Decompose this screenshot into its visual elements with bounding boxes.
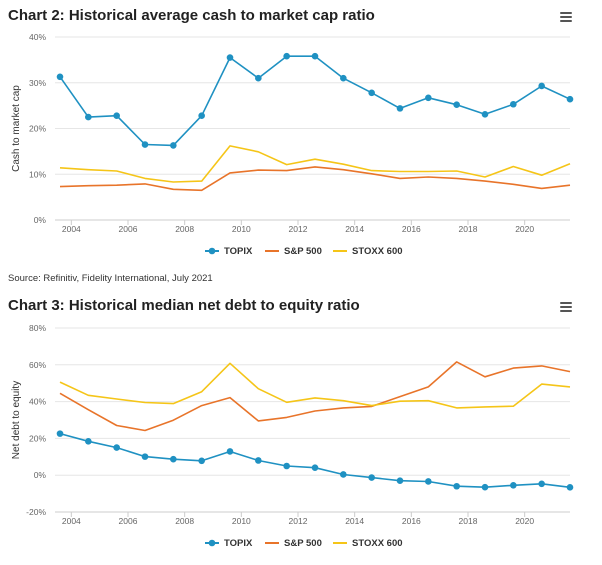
y-tick-label: 60% xyxy=(29,360,46,370)
y-axis-label: Cash to market cap xyxy=(11,85,22,172)
data-point xyxy=(510,482,517,489)
data-point xyxy=(255,74,262,82)
data-point xyxy=(566,95,574,103)
legend-marker xyxy=(208,539,216,547)
legend-marker xyxy=(208,247,216,255)
data-point xyxy=(566,484,574,491)
chart-2: Chart 2: Historical average cash to mark… xyxy=(0,0,602,268)
data-point xyxy=(141,141,149,148)
legend-label: TOPIX xyxy=(224,246,253,257)
data-point xyxy=(255,457,262,464)
x-tick-label: 2014 xyxy=(345,516,364,526)
x-tick-label: 2012 xyxy=(289,224,308,234)
y-tick-label: 10% xyxy=(29,169,46,179)
data-point xyxy=(425,94,432,102)
data-point xyxy=(538,480,545,488)
legend-label: S&P 500 xyxy=(284,246,322,257)
legend-label: TOPIX xyxy=(224,538,253,549)
x-tick-label: 2008 xyxy=(175,516,194,526)
chart-3: Chart 3: Historical median net debt to e… xyxy=(0,290,602,560)
data-point xyxy=(453,101,460,109)
x-tick-label: 2018 xyxy=(459,516,478,526)
chart-2-plot: 0% 10% 20% 30% 40% 2004 2006 2008 2010 2012 2014 20… xyxy=(11,32,574,257)
chart-3-plot: -20% 0% 20% 40% 60% 80% 2004 2006 2008 2010 2012 20… xyxy=(11,323,574,549)
data-point xyxy=(311,464,319,471)
series-line-s-p-500 xyxy=(59,166,571,192)
x-tick-label: 2012 xyxy=(289,516,308,526)
data-point xyxy=(170,142,177,149)
data-point xyxy=(283,52,290,60)
data-point xyxy=(85,438,92,445)
y-tick-label: 40% xyxy=(29,397,46,407)
data-point xyxy=(226,54,234,61)
x-tick-label: 2006 xyxy=(119,224,138,234)
series-line-stoxx-600 xyxy=(59,362,571,409)
series-line-stoxx-600 xyxy=(59,145,571,183)
data-point xyxy=(198,457,205,465)
legend-label: S&P 500 xyxy=(284,538,322,549)
y-tick-label: 0% xyxy=(34,215,47,225)
chart-title: Chart 3: Historical median net debt to e… xyxy=(8,297,360,314)
data-point xyxy=(368,474,375,481)
legend-item-s-p-500[interactable]: S&P 500 xyxy=(265,538,322,549)
series-line-topix xyxy=(59,55,571,147)
x-tick-label: 2020 xyxy=(515,224,534,234)
data-point xyxy=(340,471,347,478)
x-tick-label: 2004 xyxy=(62,224,81,234)
data-point xyxy=(481,483,489,491)
data-point xyxy=(283,462,290,470)
x-tick-label: 2020 xyxy=(515,516,534,526)
data-point xyxy=(170,455,177,463)
legend-item-stoxx-600[interactable]: STOXX 600 xyxy=(333,538,403,549)
data-point xyxy=(425,478,432,485)
x-tick-label: 2010 xyxy=(232,224,251,234)
x-tick-label: 2016 xyxy=(402,516,421,526)
y-tick-label: 0% xyxy=(34,470,47,480)
data-point xyxy=(340,74,347,82)
data-point xyxy=(226,448,234,455)
data-point xyxy=(56,430,64,437)
data-point xyxy=(510,100,517,108)
data-point xyxy=(85,113,92,121)
legend-item-topix[interactable]: TOPIX xyxy=(205,538,253,549)
data-point xyxy=(198,112,205,119)
x-tick-label: 2016 xyxy=(402,224,421,234)
y-tick-label: 40% xyxy=(29,32,46,42)
data-point xyxy=(453,482,460,490)
hamburger-menu-icon[interactable] xyxy=(560,12,572,22)
data-point xyxy=(113,444,120,451)
y-tick-label: 80% xyxy=(29,323,46,333)
y-tick-label: -20% xyxy=(26,507,46,517)
y-tick-label: 20% xyxy=(29,433,46,443)
data-point xyxy=(368,89,375,97)
y-tick-label: 30% xyxy=(29,78,46,88)
data-point xyxy=(396,105,404,112)
x-tick-label: 2018 xyxy=(459,224,478,234)
series-line-topix xyxy=(59,432,571,489)
data-point xyxy=(141,453,149,460)
data-point xyxy=(481,111,489,118)
data-point xyxy=(311,52,319,60)
data-point xyxy=(113,112,120,119)
x-tick-label: 2004 xyxy=(62,516,81,526)
legend-item-stoxx-600[interactable]: STOXX 600 xyxy=(333,246,403,257)
x-tick-label: 2014 xyxy=(345,224,364,234)
legend-item-s-p-500[interactable]: S&P 500 xyxy=(265,246,322,257)
data-point xyxy=(396,477,404,485)
chart-title: Chart 2: Historical average cash to mark… xyxy=(8,7,375,24)
data-point xyxy=(538,82,545,90)
legend-label: STOXX 600 xyxy=(352,246,403,257)
y-tick-label: 20% xyxy=(29,124,46,134)
x-tick-label: 2006 xyxy=(119,516,138,526)
series-line-s-p-500 xyxy=(59,361,571,432)
y-axis-label: Net debt to equity xyxy=(11,381,22,459)
data-point xyxy=(56,73,64,81)
x-tick-label: 2008 xyxy=(175,224,194,234)
legend-item-topix[interactable]: TOPIX xyxy=(205,246,253,257)
legend-label: STOXX 600 xyxy=(352,538,403,549)
hamburger-menu-icon[interactable] xyxy=(560,302,572,312)
x-tick-label: 2010 xyxy=(232,516,251,526)
source-note: Source: Refinitiv, Fidelity Internationa… xyxy=(8,273,213,284)
